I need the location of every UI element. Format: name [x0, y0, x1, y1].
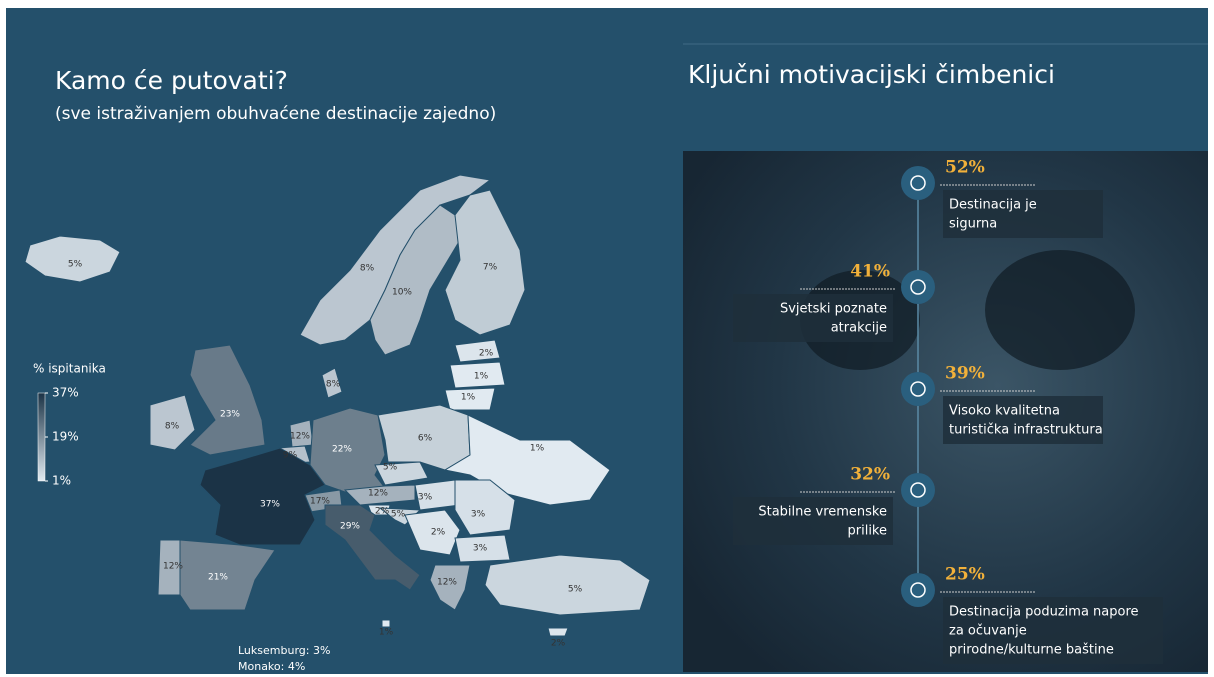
country — [149, 394, 196, 451]
motivation-text: atrakcije — [831, 321, 887, 336]
percent: 39% — [945, 364, 985, 384]
country-label: 2% — [431, 528, 446, 538]
country-label: 8% — [326, 380, 341, 390]
legend-bar — [37, 392, 46, 482]
note: Luksemburg: 3% — [238, 644, 330, 657]
country — [24, 235, 121, 283]
country-label: 7% — [483, 263, 498, 273]
motivation-text: prilike — [848, 524, 888, 539]
country — [378, 507, 422, 526]
country-label: 5% — [568, 585, 583, 595]
country-label: 12% — [290, 432, 310, 442]
motivation-text: Destinacija poduzima napore — [949, 605, 1139, 620]
country-label: 2% — [375, 507, 390, 517]
text-box — [943, 597, 1163, 664]
country-label: 2% — [551, 639, 566, 649]
icon — [901, 270, 935, 304]
country-label: 5% — [391, 510, 406, 520]
percent: 41% — [850, 262, 890, 282]
country — [454, 479, 516, 536]
country — [199, 447, 326, 546]
country-label: 22% — [332, 445, 352, 455]
percent: 32% — [850, 465, 890, 485]
country-label: 37% — [260, 500, 280, 510]
country-label: 3% — [473, 544, 488, 554]
text-box — [943, 190, 1103, 238]
country-label: 1% — [474, 372, 489, 382]
icon-glyph — [910, 175, 926, 191]
country-label: 9% — [283, 451, 298, 461]
motivation-text: Visoko kvalitetna — [949, 404, 1060, 419]
country — [429, 564, 471, 611]
text-box — [733, 294, 893, 342]
country-label: 1% — [379, 628, 394, 638]
legend-label: 19% — [52, 430, 79, 444]
country — [444, 189, 526, 336]
motivation-text: Svjetski poznate — [780, 302, 887, 317]
country-label: 8% — [360, 264, 375, 274]
icon — [901, 473, 935, 507]
legend-title: % ispitanika — [33, 362, 106, 376]
percent: 25% — [945, 565, 985, 585]
legend-label: 1% — [52, 474, 71, 488]
text-box — [733, 497, 893, 545]
icon-glyph — [910, 482, 926, 498]
country — [343, 484, 416, 506]
right-title: Ključni motivacijski čimbenici — [688, 60, 1055, 89]
icon — [901, 573, 935, 607]
country-label: 5% — [68, 260, 83, 270]
motivation-text: prirodne/kulturne baštine — [949, 643, 1114, 658]
country-label: 12% — [437, 578, 457, 588]
country-label: 12% — [368, 489, 388, 499]
country — [454, 339, 501, 363]
country — [454, 534, 511, 563]
motivation-text: Destinacija je — [949, 198, 1037, 213]
photo-shape — [985, 250, 1135, 370]
motivation-text: Stabilne vremenske — [758, 505, 887, 520]
country-label: 2% — [479, 349, 494, 359]
country — [189, 344, 266, 456]
country-label: 1% — [530, 444, 545, 454]
country-label: 1% — [461, 393, 476, 403]
country — [444, 387, 496, 411]
country-label: 21% — [208, 573, 228, 583]
icon-glyph — [910, 279, 926, 295]
country-label: 17% — [310, 497, 330, 507]
country-label: 5% — [383, 463, 398, 473]
note: Monako: 4% — [238, 660, 305, 673]
country-label: 8% — [165, 422, 180, 432]
percent: 52% — [945, 158, 985, 178]
country — [404, 509, 461, 556]
country-label: 3% — [418, 493, 433, 503]
country — [369, 204, 461, 356]
country — [321, 367, 343, 399]
motivation-text: za očuvanje — [949, 624, 1027, 639]
country-label: 10% — [392, 288, 412, 298]
text-box — [943, 396, 1103, 444]
map-title: Kamo će putovati? — [55, 66, 288, 95]
motivation-text: sigurna — [949, 217, 997, 232]
country — [484, 554, 651, 616]
country-label: 3% — [471, 510, 486, 520]
country-label: 6% — [418, 434, 433, 444]
country-label: 23% — [220, 410, 240, 420]
country-label: 29% — [340, 522, 360, 532]
icon — [901, 166, 935, 200]
country-label: 12% — [163, 562, 183, 572]
icon-glyph — [910, 582, 926, 598]
motivation-text: turistička infrastruktura — [949, 423, 1103, 438]
map-subtitle: (sve istraživanjem obuhvaćene destinacij… — [55, 104, 496, 124]
country — [324, 504, 421, 591]
country — [381, 619, 391, 628]
country — [374, 461, 429, 486]
icon-glyph — [910, 381, 926, 397]
country — [547, 627, 569, 637]
country — [179, 539, 276, 611]
legend-label: 37% — [52, 386, 79, 400]
country — [299, 174, 492, 346]
icon — [901, 372, 935, 406]
country — [449, 361, 506, 389]
